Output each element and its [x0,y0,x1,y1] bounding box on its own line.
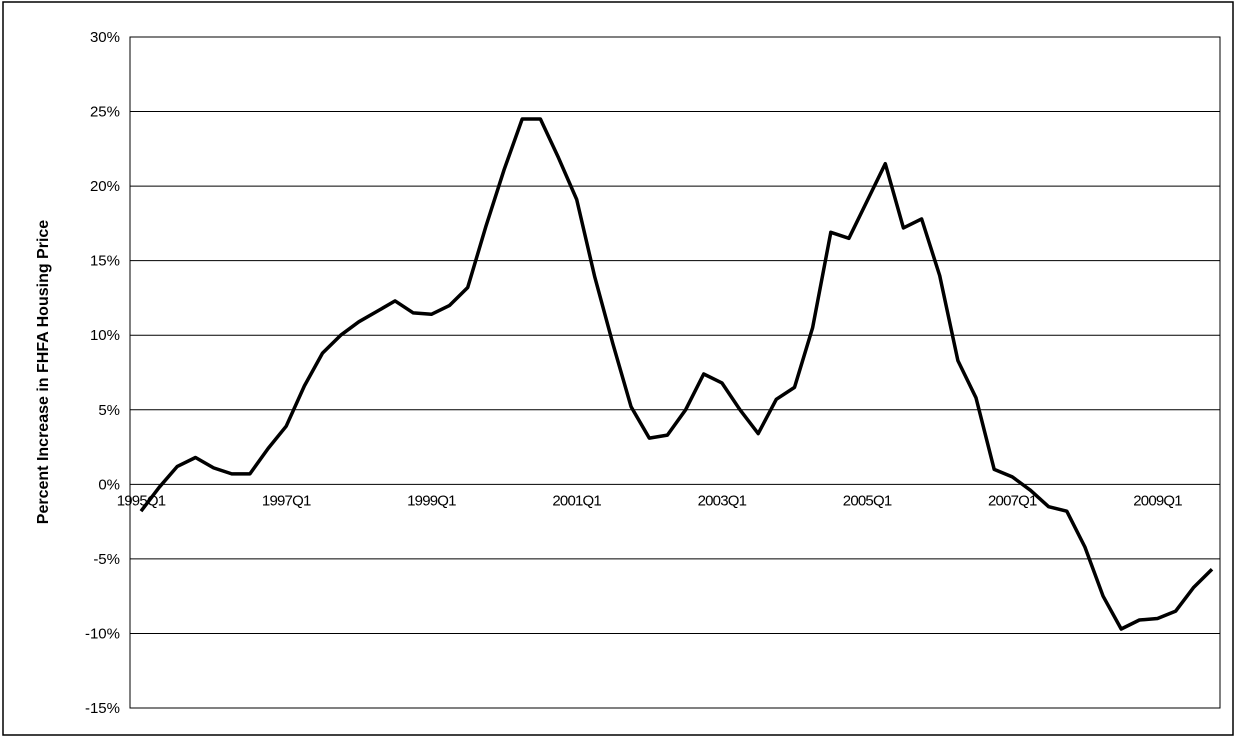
y-axis-tick-labels: -15% -10% -5% 0% 5% 10% 15% 20% 25% 30% [85,29,120,717]
gridlines [130,111,1220,634]
y-tick-label: 20% [90,178,120,195]
y-tick-label: -10% [85,625,120,642]
x-tick-label: 1997Q1 [262,492,311,509]
x-tick-label: 1995Q1 [117,492,166,509]
x-tick-label: 2003Q1 [698,492,747,509]
y-tick-label: 10% [90,327,120,344]
y-tick-label: 0% [98,476,120,493]
series-line-path [139,117,1214,631]
y-tick-label: 30% [90,29,120,46]
y-tick-label: 25% [90,104,120,121]
x-tick-label: 1999Q1 [407,492,456,509]
x-tick-label: 2009Q1 [1133,492,1182,509]
y-tick-label: -5% [93,551,120,568]
series-line [139,117,1214,631]
plot-area [129,36,1221,709]
y-tick-label: -15% [85,700,120,717]
x-tick-label: 2007Q1 [988,492,1037,509]
y-tick-label: 15% [90,253,120,270]
x-axis-tick-labels: 1995Q1 1997Q1 1999Q1 2001Q1 2003Q1 2005Q1 2007… [117,492,1183,509]
x-tick-label: 2001Q1 [552,492,601,509]
y-axis-title: Percent Increase in FHFA Housing Price [35,220,52,524]
x-tick-label: 2005Q1 [843,492,892,509]
y-tick-label: 5% [98,402,120,419]
